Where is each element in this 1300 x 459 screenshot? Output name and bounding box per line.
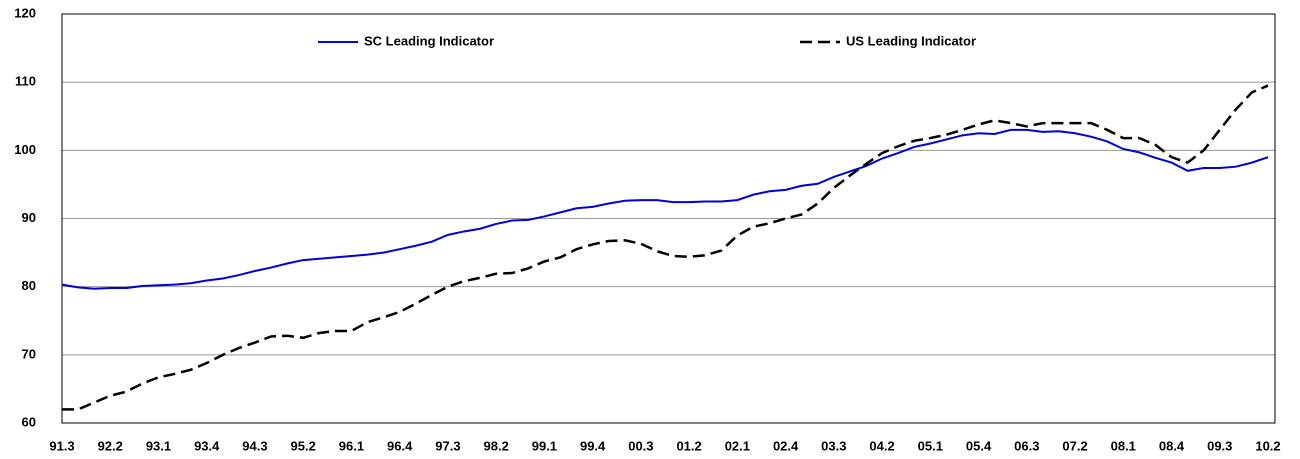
y-tick-label: 80 bbox=[22, 278, 36, 293]
y-tick-label: 90 bbox=[22, 210, 36, 225]
x-tick-label: 97.3 bbox=[435, 438, 460, 453]
x-tick-label: 91.3 bbox=[49, 438, 74, 453]
x-tick-label: 93.4 bbox=[194, 438, 220, 453]
x-tick-label: 92.2 bbox=[98, 438, 123, 453]
series-line bbox=[61, 128, 1269, 290]
plot-border bbox=[61, 13, 1276, 424]
x-tick-label: 95.2 bbox=[291, 438, 316, 453]
legend-label: SC Leading Indicator bbox=[364, 33, 494, 48]
x-tick-label: 08.4 bbox=[1159, 438, 1185, 453]
x-tick-label: 96.4 bbox=[387, 438, 413, 453]
y-tick-label: 70 bbox=[22, 346, 36, 361]
x-tick-label: 93.1 bbox=[146, 438, 171, 453]
x-tick-label: 05.1 bbox=[918, 438, 943, 453]
x-tick-label: 01.2 bbox=[676, 438, 701, 453]
x-tick-label: 00.3 bbox=[628, 438, 653, 453]
x-tick-label: 09.3 bbox=[1207, 438, 1232, 453]
series-line bbox=[62, 84, 1269, 411]
legend-label: US Leading Indicator bbox=[846, 33, 976, 48]
x-tick-label: 08.1 bbox=[1111, 438, 1136, 453]
x-tick-label: 02.4 bbox=[773, 438, 799, 453]
x-tick-label: 02.1 bbox=[725, 438, 750, 453]
y-tick-label: 110 bbox=[15, 74, 36, 89]
x-tick-label: 99.1 bbox=[532, 438, 557, 453]
x-tick-label: 05.4 bbox=[966, 438, 992, 453]
x-tick-label: 10.2 bbox=[1255, 438, 1280, 453]
x-tick-label: 99.4 bbox=[580, 438, 606, 453]
x-tick-label: 07.2 bbox=[1062, 438, 1087, 453]
x-tick-label: 04.2 bbox=[869, 438, 894, 453]
y-tick-label: 60 bbox=[22, 414, 36, 429]
y-tick-label: 100 bbox=[14, 142, 36, 157]
x-tick-label: 06.3 bbox=[1014, 438, 1039, 453]
x-tick-label: 96.1 bbox=[339, 438, 364, 453]
x-tick-label: 98.2 bbox=[484, 438, 509, 453]
x-tick-label: 03.3 bbox=[821, 438, 846, 453]
x-tick-label: 94.3 bbox=[242, 438, 267, 453]
y-tick-label: 120 bbox=[14, 5, 36, 20]
